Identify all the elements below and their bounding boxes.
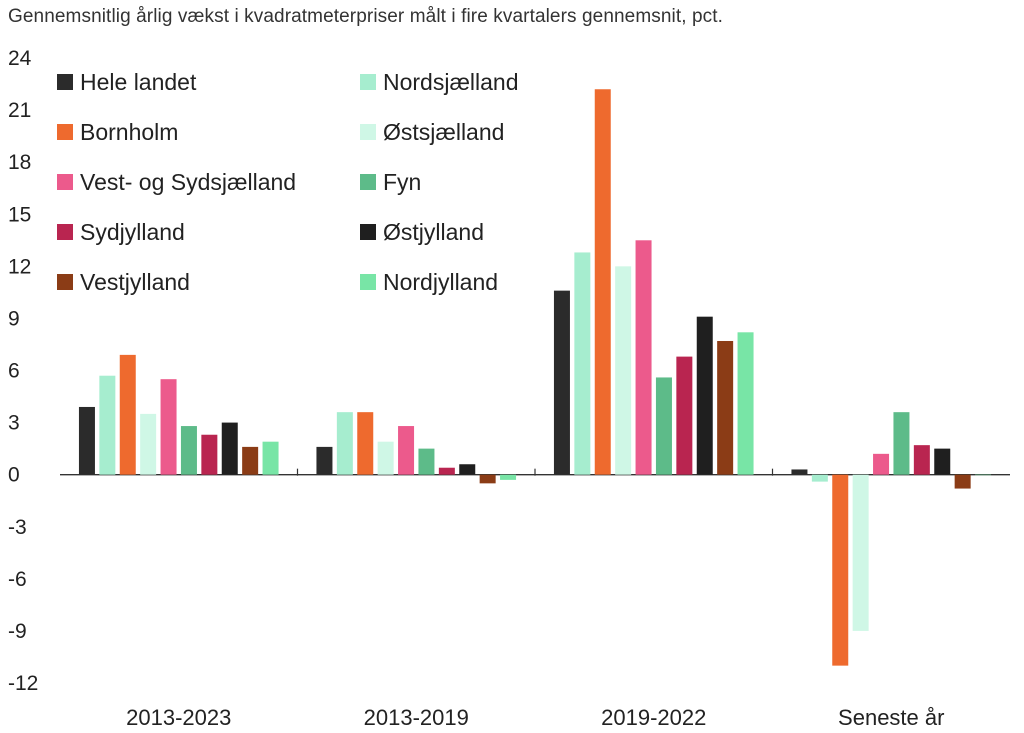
bar [913,445,930,475]
bar [676,356,693,475]
bar [336,412,353,475]
bar [975,474,992,476]
y-tick-label: -9 [8,620,27,643]
legend-label: Østjylland [383,219,484,245]
y-tick-label: 12 [8,255,31,278]
bar [180,426,197,475]
bar [398,426,415,475]
bar [479,474,496,484]
bar [615,266,632,475]
bar [893,412,910,475]
legend: Hele landet Nordsjælland Bornholm Østsjælla… [57,69,519,295]
bar [357,412,374,475]
y-tick-label: 21 [8,99,31,122]
bar [438,467,455,475]
bar [262,441,279,475]
legend-label: Vestjylland [80,269,190,295]
y-tick-label: -3 [8,516,27,539]
bar [635,240,652,475]
bar [459,464,476,475]
legend-label: Fyn [383,169,421,195]
y-tick-label: -6 [8,568,27,591]
y-tick-label: 0 [8,464,20,487]
bar [655,377,672,475]
bar [160,379,177,475]
bar [832,474,849,666]
bar [418,448,435,475]
x-tick-label: 2013-2023 [126,705,231,730]
bar [574,252,591,475]
bar [934,448,951,475]
y-tick-label: 6 [8,360,20,383]
y-tick-label: -12 [8,672,38,695]
bar [119,354,136,475]
bar [954,474,971,489]
x-tick-label: 2019-2022 [601,705,706,730]
legend-label: Nordjylland [383,269,498,295]
legend-swatch [360,124,376,140]
y-tick-label: 3 [8,412,20,435]
y-tick-label: 24 [8,47,32,70]
y-tick-label: 15 [8,203,31,226]
bar [201,434,218,475]
x-axis: 2013-2023 2013-2019 2019-2022 Seneste år [126,468,944,730]
chart-title: Gennemsnitlig årlig vækst i kvadratmeter… [8,6,724,27]
legend-swatch [57,124,73,140]
bar [242,446,259,475]
x-tick-label: Seneste år [838,705,944,730]
legend-label: Bornholm [80,119,178,145]
bar [500,474,517,480]
legend-swatch [360,224,376,240]
legend-swatch [57,274,73,290]
bar [737,332,754,475]
legend-swatch [57,74,73,90]
legend-swatch [360,174,376,190]
bar [221,422,238,475]
legend-swatch [360,274,376,290]
legend-swatch [57,174,73,190]
bar [99,375,116,475]
bar [594,89,611,475]
legend-label: Nordsjælland [383,69,519,95]
bar [811,474,828,482]
legend-swatch [360,74,376,90]
bar [78,406,95,475]
bar [852,474,869,631]
legend-swatch [57,224,73,240]
bar [377,441,394,475]
bar [316,446,333,475]
bars [78,89,992,666]
y-tick-label: 9 [8,307,20,330]
y-tick-label: 18 [8,151,31,174]
legend-label: Østsjælland [383,119,504,145]
legend-label: Sydjylland [80,219,185,245]
bar [873,453,890,475]
y-axis: 24 21 18 15 12 9 6 3 0 -3 -6 -9 -12 [8,47,38,695]
bar [791,469,808,475]
legend-label: Hele landet [80,69,197,95]
bar [696,316,713,475]
x-tick-label: 2013-2019 [364,705,469,730]
bar [717,340,734,475]
legend-label: Vest- og Sydsjælland [80,169,296,195]
bar [140,413,157,475]
bar [553,290,570,475]
